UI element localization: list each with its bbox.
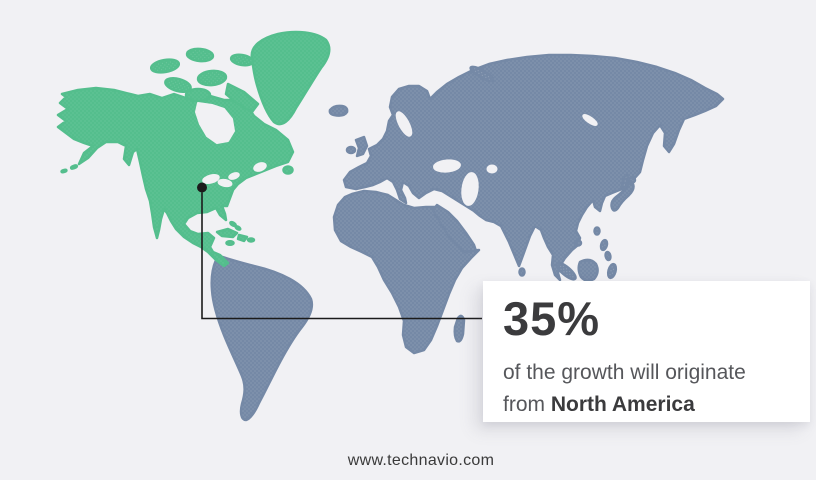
footer-url: www.technavio.com <box>347 452 495 469</box>
landmass-arabia <box>431 203 478 254</box>
stat-callout-card: 35% of the growth will originate from No… <box>483 281 810 422</box>
black-sea <box>433 159 461 173</box>
island-sumatra <box>555 261 577 281</box>
island <box>593 226 601 236</box>
island-jamaica <box>225 239 235 247</box>
island-great-britain <box>354 135 369 158</box>
island-japan <box>610 181 635 212</box>
region-rest-of-world <box>210 53 725 422</box>
island-puerto-rico <box>246 237 256 243</box>
island <box>604 250 612 262</box>
island <box>599 238 609 252</box>
stat-region-name: North America <box>550 393 695 417</box>
island <box>185 47 215 63</box>
island <box>573 239 583 247</box>
gulf-st-lawrence <box>253 162 267 172</box>
island-baffin <box>224 82 260 114</box>
island-sulawesi <box>606 262 618 280</box>
region-north-america <box>56 30 331 268</box>
landmass-north-america <box>56 86 295 268</box>
island-newfoundland <box>282 165 294 175</box>
island <box>184 87 212 103</box>
island-hispaniola <box>236 233 249 243</box>
island-ireland <box>345 145 357 155</box>
annotation-connector <box>197 182 482 320</box>
great-lake <box>228 172 240 180</box>
hudson-bay <box>195 102 235 144</box>
island <box>69 164 79 170</box>
marker-dot <box>197 182 207 193</box>
landmass-greenland <box>250 30 331 126</box>
island-iceland <box>328 104 349 117</box>
caspian-sea <box>461 172 479 206</box>
landmass-south-america <box>210 254 314 422</box>
stat-description-line2: from North America <box>503 391 792 418</box>
lake-baikal <box>582 113 598 127</box>
aral-sea <box>486 164 498 174</box>
stat-value: 35% <box>503 292 601 345</box>
island <box>627 176 637 184</box>
island <box>229 53 255 67</box>
island-cuba <box>215 227 239 239</box>
island-bahamas <box>234 225 242 231</box>
island <box>164 77 192 93</box>
baltic-sea <box>395 111 413 137</box>
island-sri-lanka <box>518 267 526 277</box>
stat-description-line1: of the growth will originate <box>503 360 746 384</box>
connector-line <box>201 192 482 320</box>
island <box>149 58 181 74</box>
inland-water <box>195 102 598 206</box>
island-madagascar <box>453 314 466 343</box>
great-lake <box>217 178 233 188</box>
island-borneo <box>577 258 599 282</box>
island <box>60 168 68 174</box>
stat-description-prefix: from <box>503 393 551 417</box>
island <box>196 69 228 87</box>
island-sakhalin <box>620 173 630 191</box>
great-lake <box>202 174 220 184</box>
landmass-eurasia <box>342 53 725 282</box>
island <box>469 65 495 83</box>
